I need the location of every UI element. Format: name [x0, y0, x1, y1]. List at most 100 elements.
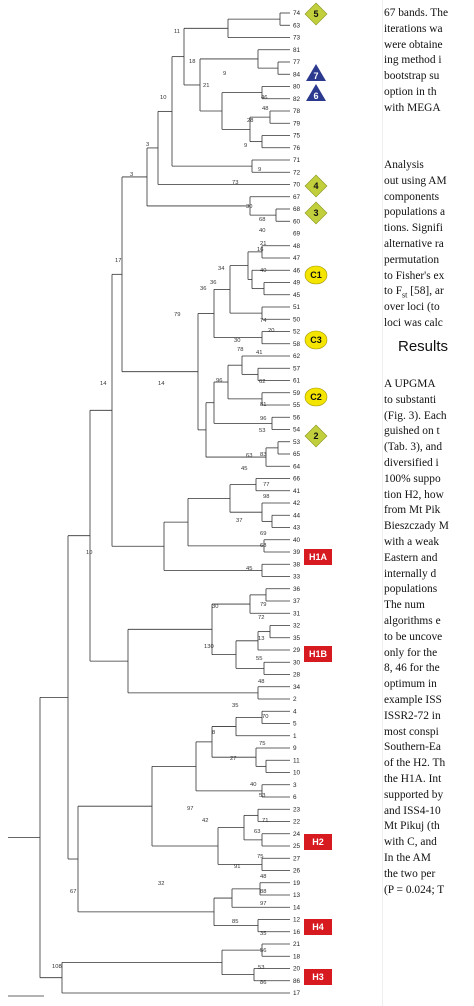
- leaf-label: 35: [293, 635, 301, 642]
- article-line: components: [384, 190, 440, 203]
- branch-support-label: 18: [189, 59, 195, 65]
- article-line: option in th: [384, 86, 437, 98]
- branch-support-label: 96: [216, 378, 222, 384]
- branch-support-label: 17: [115, 258, 121, 264]
- branch-support-label: 62: [259, 379, 265, 385]
- article-line: algorithms e: [384, 615, 441, 627]
- leaf-label: 42: [293, 500, 301, 507]
- branch-support-label: 86: [260, 980, 266, 986]
- leaf-label: 18: [293, 953, 301, 960]
- branch-support-label: 71: [262, 818, 268, 824]
- branch-support-label: 42: [202, 818, 208, 824]
- group-marker-label: 4: [313, 181, 318, 191]
- group-marker-h3: H3: [304, 969, 332, 985]
- article-line: to substanti: [384, 393, 437, 406]
- branch-support-label: 130: [204, 644, 214, 650]
- branch-support-label: 88: [260, 889, 266, 895]
- leaf-label: 66: [293, 476, 301, 483]
- leaf-label: 38: [293, 561, 301, 568]
- leaf-label: 79: [293, 120, 301, 127]
- leaf-label: 32: [293, 623, 301, 630]
- leaf-label: 48: [293, 243, 301, 250]
- article-line: 100% suppo: [384, 472, 441, 485]
- branch-support-label: 40: [250, 782, 256, 788]
- leaf-label: 2: [293, 696, 297, 703]
- article-line: with C, and: [384, 836, 437, 849]
- group-marker-label: C1: [310, 270, 322, 280]
- fst-subscript: st: [402, 290, 408, 300]
- leaf-label: 75: [293, 133, 301, 140]
- article-line: bootstrap su: [384, 70, 440, 83]
- branch-support-label: 35: [232, 703, 238, 709]
- branch-support-label: 10: [86, 550, 92, 556]
- leaf-label: 74: [293, 10, 301, 17]
- article-line: internally d: [384, 567, 437, 580]
- group-marker-label: H1B: [309, 649, 328, 659]
- leaf-label: 56: [293, 414, 301, 421]
- article-line: (Fig. 3). Each: [384, 409, 447, 422]
- leaf-labels: 7463738177848082787975767172706768606948…: [293, 10, 301, 997]
- group-markers: 5 7 6 4 3 C1 C3 C2 2 H1A H1B H2 H4 H3: [304, 2, 332, 985]
- article-line: (Tab. 3), and: [384, 441, 443, 454]
- article-line: tion H2, how: [384, 488, 444, 501]
- branch-support-label: 30: [212, 604, 218, 610]
- branch-support-label: 45: [246, 566, 252, 572]
- leaf-label: 49: [293, 280, 301, 287]
- branch-support-label: 85: [232, 919, 238, 925]
- group-marker-h1b: H1B: [304, 646, 332, 662]
- leaf-label: 25: [293, 843, 301, 850]
- leaf-label: 39: [293, 549, 301, 556]
- leaf-label: 81: [293, 47, 301, 54]
- branch-support-label: 21: [260, 241, 266, 247]
- leaf-label: 45: [293, 292, 301, 299]
- branch-support-label: 70: [262, 714, 268, 720]
- branch-support-labels: 1118109214648289937330368211740163436364…: [52, 29, 274, 986]
- group-marker-h2: H2: [304, 834, 332, 850]
- branch-support-label: 79: [174, 312, 180, 318]
- branch-support-label: 91: [234, 864, 240, 870]
- group-marker-label: 7: [313, 71, 318, 81]
- branch-support-label: 81: [260, 402, 266, 408]
- article-line: from Mt Pik: [384, 504, 441, 517]
- leaf-label: 54: [293, 427, 301, 434]
- branch-support-label: 11: [174, 29, 180, 35]
- leaf-label: 65: [293, 451, 301, 458]
- branch-support-label: 9: [223, 71, 226, 77]
- leaf-label: 46: [293, 267, 301, 274]
- branch-support-label: 63: [246, 453, 252, 459]
- leaf-label: 41: [293, 488, 301, 495]
- leaf-label: 37: [293, 598, 301, 605]
- article-line: were obtaine: [384, 38, 443, 51]
- branch-support-label: 69: [260, 531, 266, 537]
- article-line: 8, 46 for the: [384, 662, 440, 675]
- branch-support-label: 40: [259, 228, 265, 234]
- branch-support-label: 56: [260, 948, 266, 954]
- article-text-panel: 67 bands. The iterations wa were obtaine in…: [384, 0, 474, 1006]
- leaf-label: 27: [293, 855, 301, 862]
- article-line: with MEGA: [384, 101, 441, 114]
- branch-support-label: 41: [256, 350, 262, 356]
- leaf-label: 34: [293, 684, 301, 691]
- branch-support-label: 67: [70, 889, 76, 895]
- branch-support-label: 20: [268, 328, 274, 334]
- branch-support-label: 55: [256, 656, 262, 662]
- article-line: optimum in: [384, 678, 437, 691]
- branch-support-label: 78: [237, 347, 243, 353]
- branch-support-label: 27: [230, 756, 236, 762]
- leaf-label: 9: [293, 745, 297, 752]
- leaf-label: 12: [293, 917, 301, 924]
- leaf-label: 73: [293, 35, 301, 42]
- article-line: ISSR2-72 in: [384, 709, 441, 722]
- branch-support-label: 45: [241, 466, 247, 472]
- leaf-label: 62: [293, 353, 301, 360]
- group-marker-c3: C3: [304, 330, 328, 350]
- branch-support-label: 13: [258, 636, 264, 642]
- leaf-label: 57: [293, 365, 301, 372]
- leaf-label: 84: [293, 71, 301, 78]
- leaf-label: 19: [293, 880, 301, 887]
- leaf-label: 59: [293, 390, 301, 397]
- leaf-label: 60: [293, 218, 301, 225]
- article-line: most conspi: [384, 725, 439, 738]
- group-marker-label: H3: [312, 972, 324, 982]
- dendrogram-branches: [8, 12, 290, 994]
